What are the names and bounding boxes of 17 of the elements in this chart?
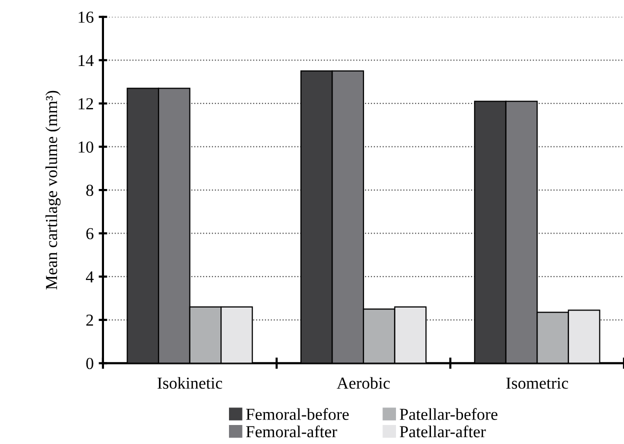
x-tick-label: Isometric [506, 378, 568, 389]
x-tick-label: Aerobic [336, 377, 390, 389]
y-tick-label: 8 [86, 184, 94, 196]
y-tick-label: 0 [86, 358, 94, 370]
y-tick-label: 10 [78, 141, 94, 153]
y-tick-label: 4 [86, 271, 94, 282]
legend-label: Femoral-after [246, 425, 338, 438]
legend-label: Patellar-before [400, 408, 498, 420]
y-tick-label: 14 [78, 54, 94, 66]
y-axis-title: Mean cartilage volume (mm³) [45, 90, 61, 290]
y-tick-label: 6 [86, 228, 94, 240]
legend-label: Femoral-before [246, 408, 349, 420]
y-tick-label: 2 [86, 314, 94, 326]
y-tick-label: 12 [78, 98, 94, 110]
x-tick-label: Isokinetic [158, 377, 222, 389]
legend-label: Patellar-after [400, 425, 486, 438]
y-tick-label: 16 [78, 12, 94, 23]
